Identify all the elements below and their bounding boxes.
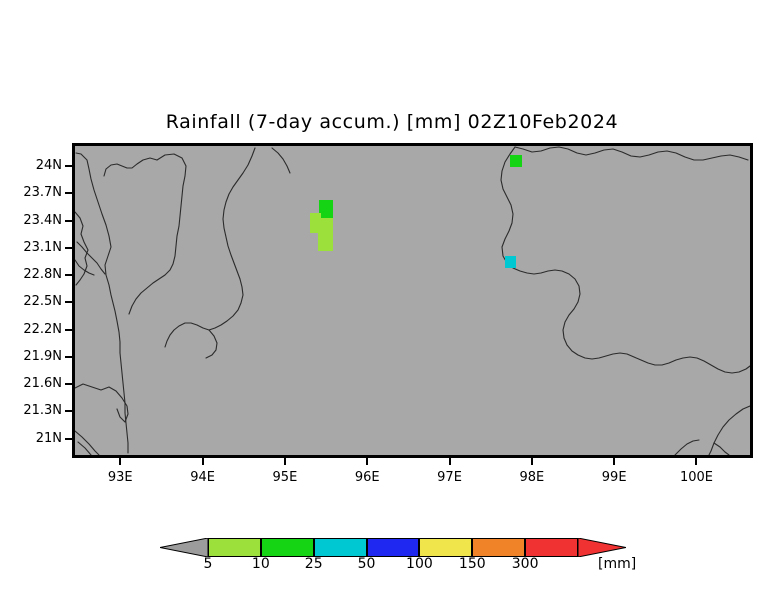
colorbar-level-label: 100	[406, 556, 433, 572]
x-axis-tick	[283, 458, 286, 465]
x-axis-tick	[695, 458, 698, 465]
x-axis-tick	[448, 458, 451, 465]
x-axis-tick-label: 94E	[190, 470, 215, 485]
y-axis-tick-label: 21.9N	[23, 348, 62, 364]
colorbar-segment	[260, 538, 314, 557]
y-axis-tick	[65, 410, 72, 413]
x-axis-tick	[201, 458, 204, 465]
colorbar-segment	[313, 538, 367, 557]
colorbar-units-label: [mm]	[598, 556, 637, 572]
x-axis-tick	[613, 458, 616, 465]
colorbar-level-label: 5	[203, 556, 213, 572]
y-axis-tick-label: 21.6N	[23, 376, 62, 392]
cell-green-98E-24.0N	[510, 155, 522, 167]
colorbar-segment	[525, 538, 578, 557]
x-axis-tick-label: 100E	[679, 470, 713, 485]
colorbar-segment	[366, 538, 420, 557]
y-axis-tick	[65, 301, 72, 304]
y-axis-tick	[65, 355, 72, 358]
colorbar-legend[interactable]: 5 10 25 50 100 150 300 [mm]	[0, 534, 784, 584]
x-axis-tick-label: 95E	[272, 470, 298, 485]
x-axis-tick	[119, 458, 122, 465]
y-axis-tick-label: 22.8N	[23, 267, 62, 283]
y-axis-tick	[65, 437, 72, 440]
y-axis-tick-label: 22.5N	[23, 294, 62, 310]
y-axis-tick-label: 23.1N	[23, 239, 62, 255]
x-axis-tick	[366, 458, 369, 465]
cell-cyan-97.9E-22.85N	[505, 256, 516, 268]
x-axis-tick-label: 99E	[601, 470, 627, 485]
cell-green-95.5E-23.45N	[319, 200, 333, 218]
colorbar-level-label: 300	[511, 556, 539, 572]
y-axis-tick	[65, 383, 72, 386]
y-axis-tick	[65, 246, 72, 249]
y-axis-tick-label: 23.7N	[23, 185, 62, 201]
y-axis-tick	[65, 164, 72, 167]
x-axis-tick-label: 97E	[437, 470, 462, 485]
y-axis-tick	[65, 328, 72, 331]
colorbar-overflow-arrow	[578, 538, 626, 557]
colorbar-level-label: 10	[251, 556, 270, 572]
x-axis-tick-label: 93E	[107, 470, 133, 485]
colorbar-underflow-arrow	[160, 538, 208, 557]
y-axis-tick	[65, 192, 72, 195]
x-axis-tick-label: 96E	[354, 470, 380, 485]
y-axis-tick	[65, 219, 72, 222]
colorbar-segment	[208, 538, 261, 557]
colorbar-segment	[419, 538, 473, 557]
cell-yellowgreen-95.5E-23.25N	[318, 218, 333, 251]
colorbar-level-label: 150	[458, 556, 486, 572]
colorbar-level-label: 50	[357, 556, 376, 572]
colorbar-segment	[472, 538, 526, 557]
cell-yellowgreen-95.42E-23.35N	[310, 213, 321, 233]
y-axis-tick-label: 22.2N	[23, 321, 62, 337]
rainfall-data-layer	[75, 146, 750, 455]
map-plot-area[interactable]	[72, 143, 753, 458]
y-axis-tick-label: 24N	[35, 157, 62, 173]
x-axis-tick	[530, 458, 533, 465]
colorbar-level-label: 25	[304, 556, 323, 572]
y-axis-tick	[65, 274, 72, 277]
page-title: Rainfall (7-day accum.) [mm] 02Z10Feb202…	[165, 111, 619, 133]
y-axis-tick-label: 21.3N	[23, 403, 62, 419]
colorbar-segments	[208, 538, 578, 557]
y-axis-tick-label: 23.4N	[23, 212, 62, 228]
y-axis-tick-label: 21N	[35, 430, 62, 446]
x-axis-tick-label: 98E	[519, 470, 545, 485]
map-geography-layer	[75, 146, 750, 455]
